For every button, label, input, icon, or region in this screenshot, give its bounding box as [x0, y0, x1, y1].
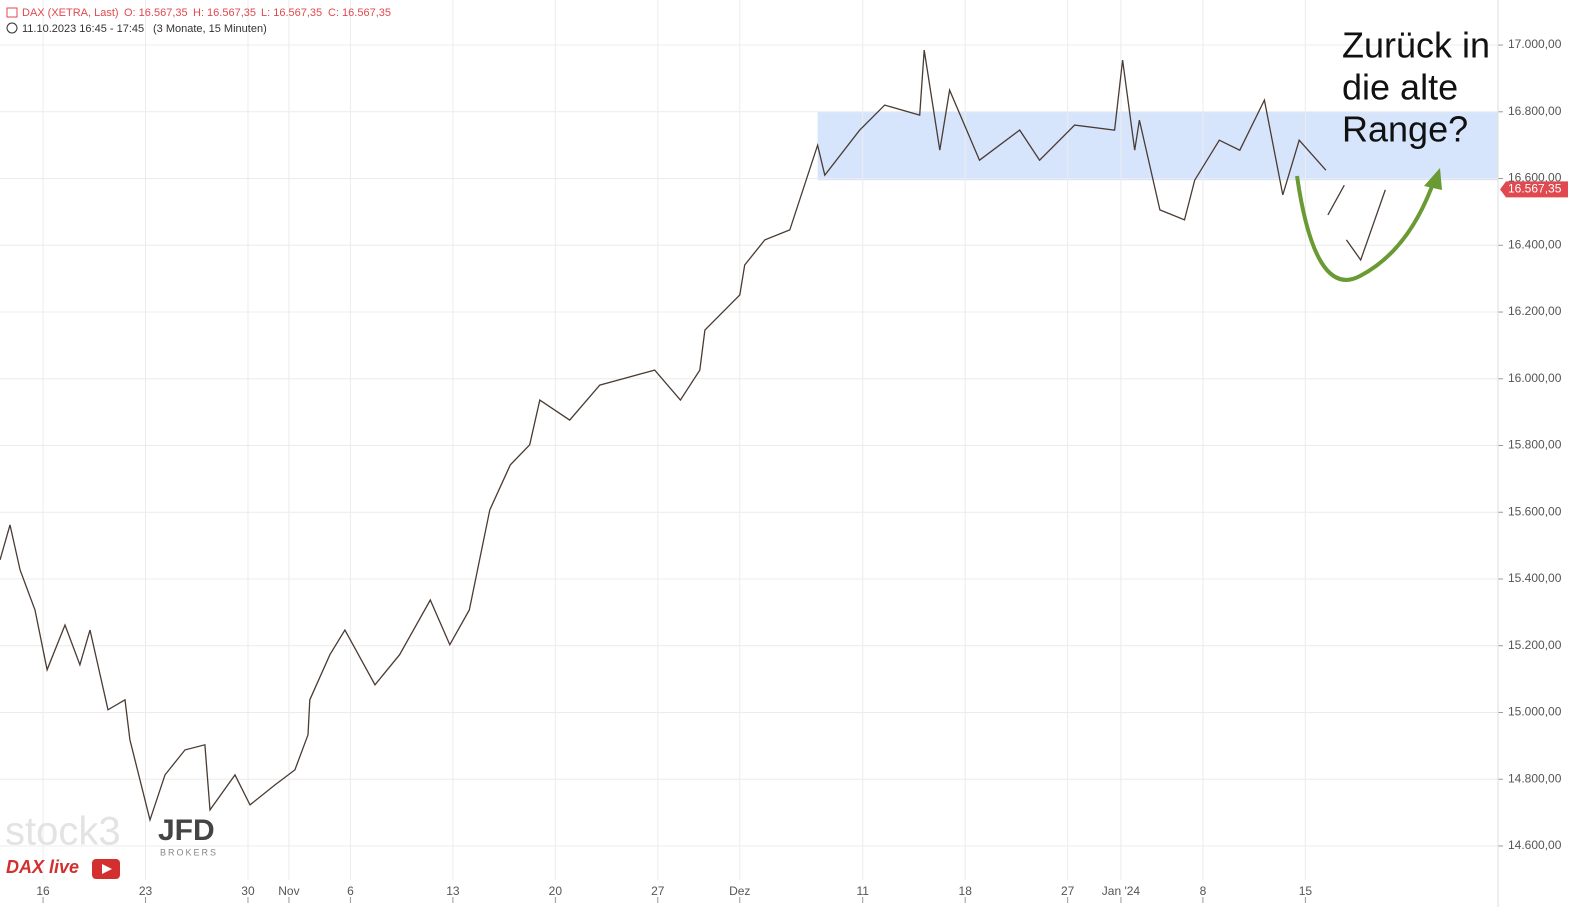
grid-layer [0, 0, 1503, 903]
y-tick-label: 15.400,00 [1508, 571, 1562, 585]
y-tick-label: 16.400,00 [1508, 237, 1562, 251]
range: (3 Monate, 15 Minuten) [153, 23, 267, 35]
clock-icon [6, 22, 18, 34]
y-tick-label: 15.000,00 [1508, 705, 1562, 719]
x-tick-label: 11 [856, 884, 869, 898]
ohlc: H: 16.567,35 [193, 7, 256, 19]
arrow-head [1424, 168, 1442, 190]
x-tick-label: 30 [241, 884, 255, 898]
price-line [0, 49, 1386, 823]
ohlc: L: 16.567,35 [261, 7, 322, 19]
annotation: Zurück in [1342, 25, 1490, 66]
x-tick-label: 6 [347, 884, 354, 898]
y-tick-label: 16.800,00 [1508, 104, 1562, 118]
broker-logo: JFD [158, 814, 215, 847]
period: 11.10.2023 16:45 - 17:45 [22, 23, 144, 35]
range-band [817, 111, 1498, 181]
y-tick-label: 16.600,00 [1508, 171, 1562, 185]
arrow-curve [1295, 175, 1437, 282]
x-tick-label: 27 [1061, 884, 1075, 898]
band-layer [817, 111, 1498, 181]
y-tick-label: 17.000,00 [1508, 37, 1562, 51]
ohlc: O: 16.567,35 [124, 7, 188, 19]
x-tick-label: Dez [729, 884, 750, 898]
y-tick-label: 15.800,00 [1508, 438, 1562, 452]
play-triangle [102, 864, 112, 874]
x-tick-label: 13 [446, 884, 460, 898]
y-tick-label: 14.800,00 [1508, 771, 1562, 785]
y-tick-label: 16.000,00 [1508, 371, 1562, 385]
y-tick-label: 14.600,00 [1508, 838, 1562, 852]
data-layer [0, 49, 1386, 823]
broker-sub: BROKERS [160, 847, 218, 857]
x-tick-label: 15 [1299, 884, 1313, 898]
annotation: Range? [1342, 109, 1468, 150]
annotation: die alte [1342, 67, 1458, 108]
x-tick-label: 20 [549, 884, 563, 898]
last-price-label: 16.567,35 [1508, 182, 1562, 196]
instrument: DAX (XETRA, Last) [22, 7, 119, 19]
x-tick-label: 23 [139, 884, 153, 898]
y-tick-label: 15.600,00 [1508, 504, 1562, 518]
x-tick-label: Jan '24 [1102, 884, 1141, 898]
x-tick-label: 18 [959, 884, 973, 898]
last-price-tag [1500, 181, 1568, 198]
y-tick-label: 15.200,00 [1508, 638, 1562, 652]
chart-icon [6, 7, 18, 18]
watermark: stock3 [5, 810, 121, 854]
x-tick-label: Nov [278, 884, 299, 898]
y-tick-label: 16.200,00 [1508, 304, 1562, 318]
show-logo: DAX live [6, 857, 79, 877]
x-tick-label: 8 [1200, 884, 1207, 898]
x-tick-label: 27 [651, 884, 665, 898]
x-tick-label: 16 [36, 884, 50, 898]
ohlc: C: 16.567,35 [328, 7, 391, 19]
